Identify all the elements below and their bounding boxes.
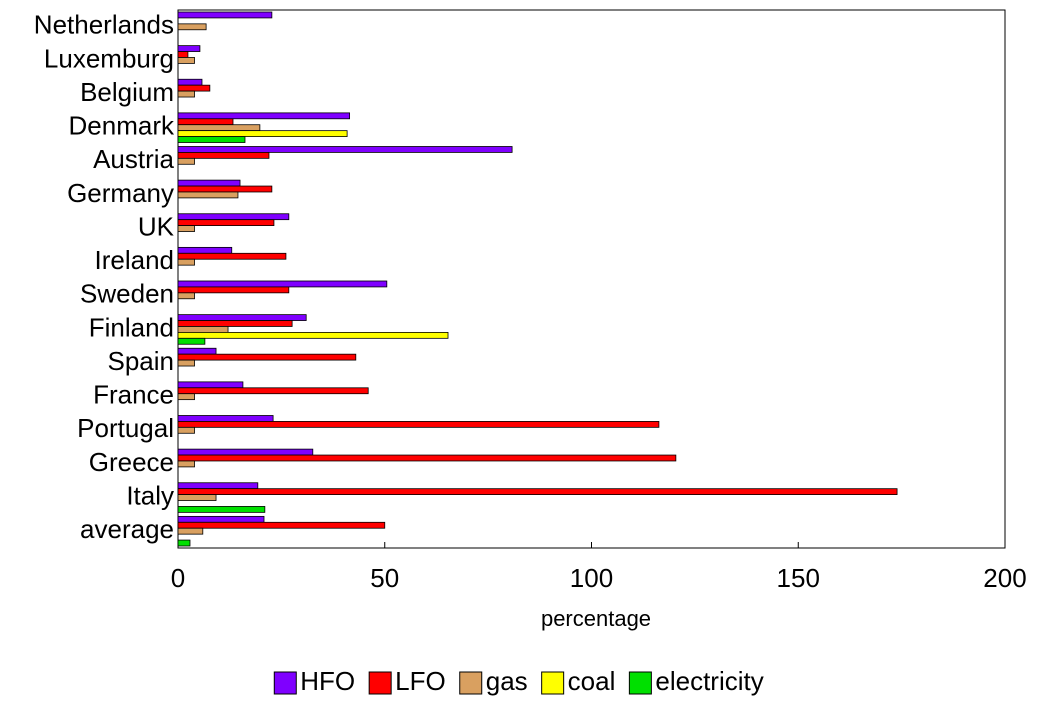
- bar: [177, 90, 195, 98]
- plot-frame: [177, 9, 1006, 549]
- y-tick-label: Denmark: [69, 111, 175, 141]
- bar: [177, 225, 195, 232]
- bar: [177, 448, 314, 456]
- y-tick-label: Spain: [108, 346, 175, 376]
- bar: [177, 191, 239, 199]
- bar: [177, 258, 195, 266]
- bar: [177, 11, 273, 19]
- bar: [177, 118, 234, 126]
- bar: [177, 506, 266, 513]
- bar: [177, 393, 195, 401]
- x-tick-label: 200: [983, 563, 1026, 593]
- y-tick-label: Luxemburg: [44, 43, 174, 73]
- bar: [177, 157, 195, 165]
- x-tick-label: 0: [171, 563, 185, 593]
- bar: [177, 130, 348, 137]
- bar: [177, 326, 229, 333]
- bar: [177, 320, 293, 327]
- bar: [177, 381, 244, 389]
- y-tick-label: Finland: [89, 312, 174, 342]
- bar: [177, 337, 206, 345]
- legend-label: electricity: [655, 666, 763, 696]
- legend-label: coal: [568, 666, 616, 696]
- y-tick-label: Italy: [126, 480, 174, 510]
- bar: [177, 488, 898, 495]
- legend-swatch: [368, 671, 392, 695]
- bar: [177, 23, 207, 31]
- x-tick-label: 100: [570, 563, 613, 593]
- bar: [177, 515, 265, 523]
- legend-label: HFO: [300, 666, 355, 696]
- bar: [177, 454, 677, 462]
- bar: [177, 78, 203, 86]
- y-tick-label: UK: [138, 211, 175, 241]
- bar: [177, 286, 290, 294]
- y-tick-label: Belgium: [80, 77, 174, 107]
- bar: [177, 292, 195, 300]
- bar: [177, 213, 290, 221]
- bar: [177, 359, 195, 367]
- y-tick-label: average: [80, 514, 174, 544]
- bar: [177, 314, 307, 321]
- y-tick-label: Greece: [89, 447, 174, 477]
- bar: [177, 421, 660, 428]
- bar: [177, 185, 273, 193]
- y-tick-label: Germany: [67, 178, 174, 208]
- legend: HFO LFO gas coal electricity: [273, 666, 764, 696]
- bar: [177, 280, 388, 288]
- bar: [177, 51, 189, 58]
- bar: [177, 482, 259, 490]
- bar: [177, 246, 233, 254]
- legend-swatch: [541, 671, 565, 695]
- legend-swatch: [628, 671, 652, 695]
- bar: [177, 527, 204, 535]
- bar: [177, 426, 195, 434]
- bar: [177, 124, 261, 132]
- bar: [177, 136, 246, 143]
- y-tick-label: Ireland: [95, 245, 175, 275]
- bar: [177, 45, 201, 52]
- bar: [177, 252, 287, 260]
- legend-swatch: [273, 671, 297, 695]
- bar: [177, 494, 217, 501]
- bar: [177, 179, 241, 187]
- x-axis-label: percentage: [541, 606, 651, 631]
- bar: [177, 415, 274, 422]
- bar: [177, 460, 195, 468]
- bar: [177, 387, 369, 395]
- bar: [177, 219, 275, 227]
- bar: [177, 84, 211, 92]
- legend-swatch: [459, 671, 483, 695]
- x-tick-label: 50: [370, 563, 399, 593]
- bar: [177, 521, 386, 529]
- bar: [177, 347, 217, 355]
- y-tick-label: Netherlands: [34, 10, 174, 40]
- y-tick-label: Austria: [93, 144, 174, 174]
- bar: [177, 152, 270, 159]
- x-tick-label: 150: [777, 563, 820, 593]
- y-tick-label: Sweden: [80, 279, 174, 309]
- y-tick-label: Portugal: [77, 413, 174, 443]
- bar: [177, 57, 195, 64]
- bar: [177, 112, 351, 120]
- legend-label: LFO: [395, 666, 446, 696]
- legend-label: gas: [486, 666, 528, 696]
- bar: [177, 353, 357, 361]
- y-tick-label: France: [93, 380, 174, 410]
- bar: [177, 146, 513, 153]
- bar: [177, 539, 191, 547]
- bar: [177, 331, 449, 339]
